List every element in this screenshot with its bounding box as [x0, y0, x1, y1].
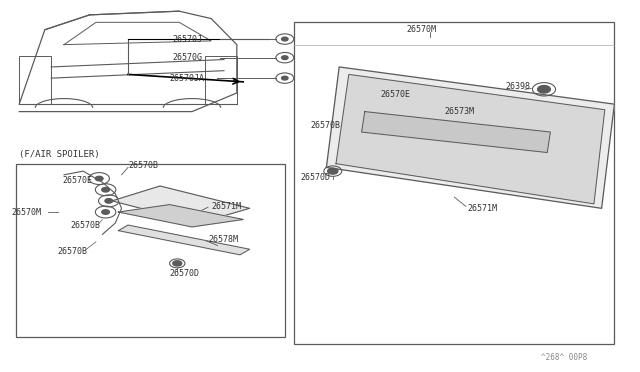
Polygon shape [326, 67, 614, 208]
Circle shape [173, 261, 182, 266]
Text: 26571M: 26571M [211, 202, 241, 211]
Text: 26570G: 26570G [173, 53, 203, 62]
Text: 26570D: 26570D [170, 269, 200, 278]
Text: 26570B: 26570B [310, 121, 340, 130]
Bar [294, 22, 614, 344]
Circle shape [384, 100, 393, 105]
Circle shape [102, 187, 109, 192]
Circle shape [282, 37, 288, 41]
Circle shape [105, 199, 113, 203]
Text: 26570M: 26570M [406, 25, 436, 34]
Circle shape [95, 176, 103, 181]
Text: 26570E: 26570E [381, 90, 411, 99]
Text: 26573M: 26573M [445, 107, 475, 116]
Text: ^268^ 00P8: ^268^ 00P8 [541, 353, 587, 362]
Circle shape [282, 76, 288, 80]
Polygon shape [118, 225, 250, 255]
Circle shape [282, 56, 288, 60]
Text: 26570B: 26570B [58, 247, 88, 256]
Bar [205, 56, 237, 104]
Polygon shape [362, 112, 550, 153]
Text: (F/AIR SPOILER): (F/AIR SPOILER) [19, 150, 100, 159]
Text: 26570J: 26570J [173, 35, 203, 44]
Text: 26570B: 26570B [128, 161, 158, 170]
Circle shape [102, 210, 109, 214]
Text: 26578M: 26578M [208, 235, 238, 244]
Circle shape [354, 124, 363, 129]
Polygon shape [118, 205, 243, 227]
Bar [19, 56, 51, 104]
Text: 26570D: 26570D [301, 173, 331, 182]
Text: 26571M: 26571M [467, 204, 497, 213]
Circle shape [538, 86, 550, 93]
Text: 26398: 26398 [506, 82, 531, 91]
Polygon shape [112, 186, 250, 223]
Bar [16, 164, 285, 337]
Polygon shape [336, 74, 605, 204]
Text: 26570M: 26570M [12, 208, 42, 217]
Text: 26570JA: 26570JA [170, 74, 205, 83]
Text: 26570E: 26570E [63, 176, 93, 185]
Text: 26570B: 26570B [70, 221, 100, 230]
Circle shape [328, 168, 338, 174]
